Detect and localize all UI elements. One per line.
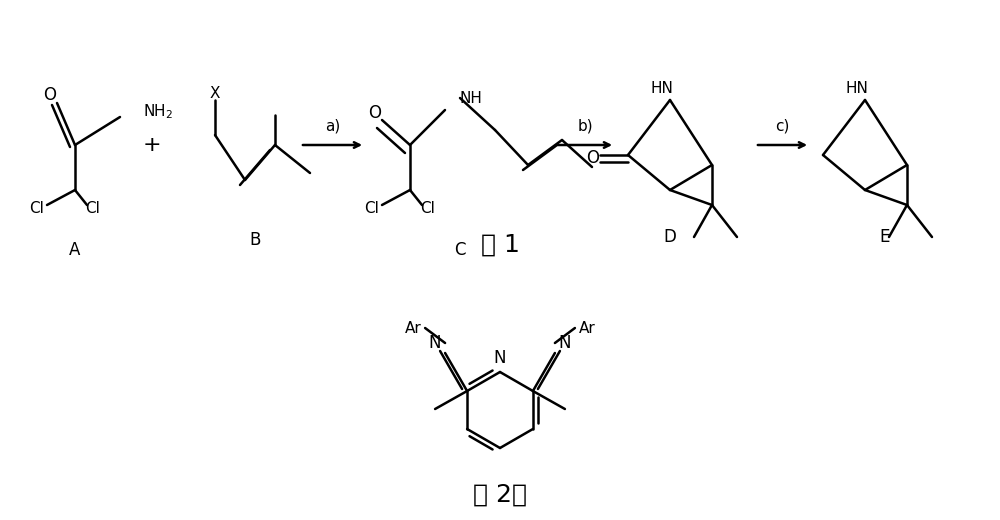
Text: N: N (559, 334, 571, 352)
Text: 式 2。: 式 2。 (473, 483, 527, 507)
Text: E: E (880, 228, 890, 246)
Text: O: O (368, 104, 381, 122)
Text: N: N (429, 334, 441, 352)
Text: A: A (69, 241, 81, 259)
Text: Cl: Cl (86, 201, 100, 215)
Text: 式 1: 式 1 (481, 233, 519, 257)
Text: B: B (249, 231, 261, 249)
Text: D: D (664, 228, 676, 246)
Text: HN: HN (846, 81, 868, 96)
Text: Cl: Cl (365, 201, 379, 215)
Text: +: + (143, 135, 161, 155)
Text: a): a) (325, 118, 340, 133)
Text: Cl: Cl (421, 201, 435, 215)
Text: O: O (587, 149, 600, 167)
Text: NH$_2$: NH$_2$ (143, 102, 173, 121)
Text: c): c) (775, 118, 790, 133)
Text: NH: NH (460, 90, 483, 106)
Text: Ar: Ar (405, 320, 421, 335)
Text: Cl: Cl (30, 201, 44, 215)
Text: HN: HN (651, 81, 673, 96)
Text: Ar: Ar (579, 320, 595, 335)
Text: O: O (44, 86, 56, 104)
Text: N: N (494, 349, 506, 367)
Text: X: X (210, 85, 220, 100)
Text: b): b) (577, 118, 593, 133)
Text: C: C (454, 241, 466, 259)
